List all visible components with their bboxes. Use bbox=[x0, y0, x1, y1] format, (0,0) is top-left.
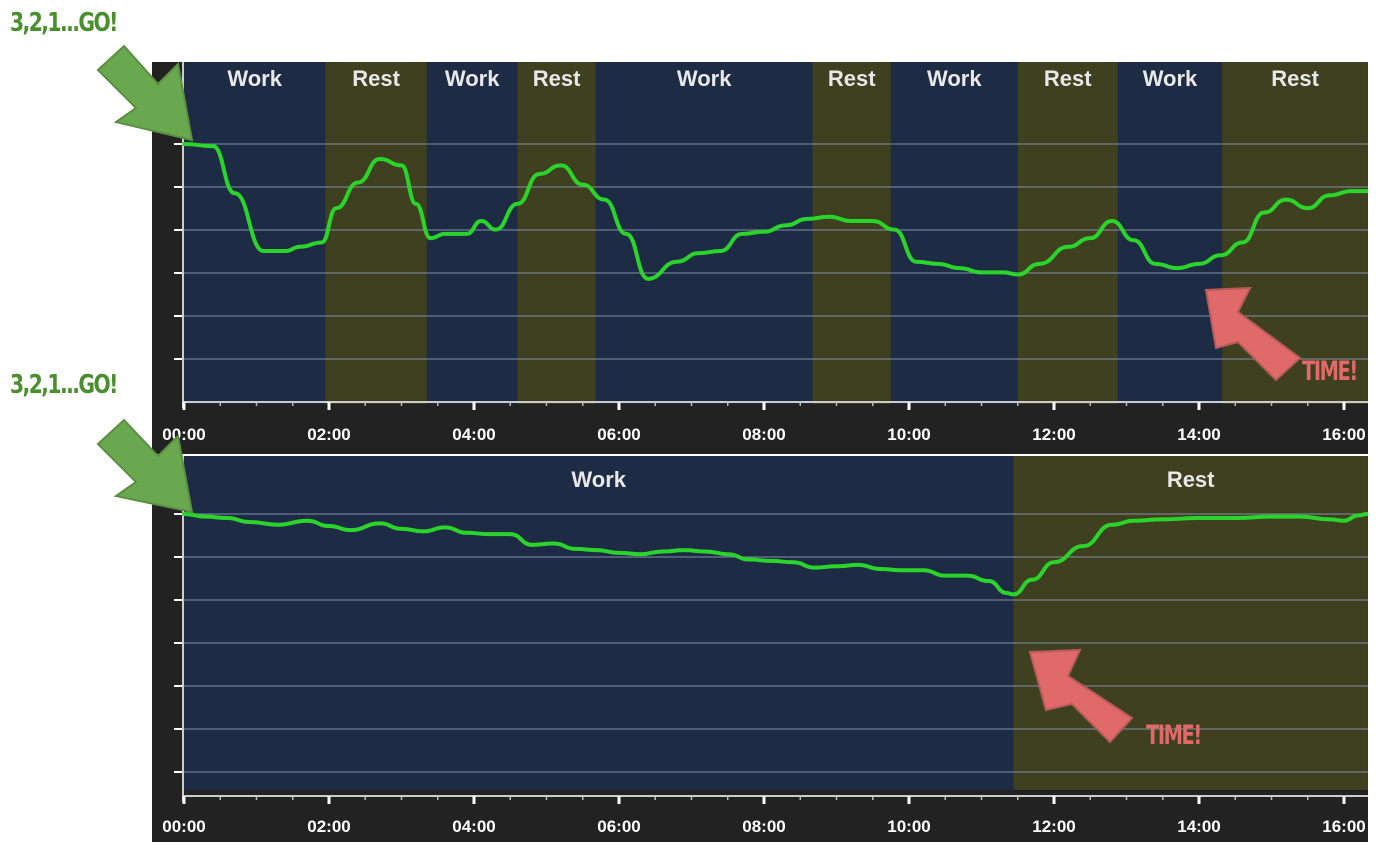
x-tick-label: 10:00 bbox=[887, 817, 930, 836]
segment-label: Work bbox=[227, 66, 282, 91]
heart-rate-line bbox=[182, 512, 1368, 597]
segment-label: Rest bbox=[828, 66, 876, 91]
x-tick-label: 14:00 bbox=[1177, 425, 1220, 444]
segment-label: Rest bbox=[1044, 66, 1092, 91]
x-tick-label: 14:00 bbox=[1177, 817, 1220, 836]
time-label-top: TIME! bbox=[1302, 356, 1358, 387]
segment-label: Rest bbox=[533, 66, 581, 91]
segment-band bbox=[184, 62, 326, 404]
x-tick-label: 04:00 bbox=[452, 425, 495, 444]
segment-band bbox=[184, 456, 1014, 790]
time-label-bottom: TIME! bbox=[1146, 720, 1202, 751]
segment-band bbox=[1017, 62, 1118, 404]
chart-top: Work Rest Work Rest Work Rest Work Rest Work Rest… bbox=[162, 62, 1368, 444]
go-label-bottom: 3,2,1...GO! bbox=[10, 370, 118, 400]
segment-label: Work bbox=[1143, 66, 1198, 91]
segment-label: Rest bbox=[1271, 66, 1319, 91]
segment-band bbox=[1117, 62, 1223, 404]
x-tick-label: 08:00 bbox=[742, 817, 785, 836]
x-tick-label: 16:00 bbox=[1322, 817, 1365, 836]
segment-label: Rest bbox=[1167, 467, 1215, 492]
go-label-top: 3,2,1...GO! bbox=[10, 8, 118, 38]
x-tick-label: 10:00 bbox=[887, 425, 930, 444]
chart-panel-top: Work Rest Work Rest Work Rest Work Rest Work Rest… bbox=[152, 62, 1368, 454]
x-tick-label: 02:00 bbox=[307, 425, 350, 444]
segment-band bbox=[1222, 62, 1368, 404]
chart-bottom: Work Rest 00:00 02:00 04:00 06:00 08:00 10:00 12… bbox=[162, 456, 1368, 836]
x-tick-label: 00:00 bbox=[162, 425, 205, 444]
heart-rate-line bbox=[182, 142, 1368, 281]
segment-band bbox=[325, 62, 427, 404]
segment-label: Work bbox=[571, 467, 626, 492]
segment-label: Work bbox=[677, 66, 732, 91]
x-tick-label: 12:00 bbox=[1032, 425, 1075, 444]
x-tick-label: 08:00 bbox=[742, 425, 785, 444]
chart-panel-bottom: Work Rest 00:00 02:00 04:00 06:00 08:00 10:00 12… bbox=[152, 456, 1368, 842]
segment-label: Work bbox=[927, 66, 982, 91]
x-tick-label: 12:00 bbox=[1032, 817, 1075, 836]
segment-band bbox=[890, 62, 1018, 404]
segment-label: Work bbox=[445, 66, 500, 91]
x-tick-label: 06:00 bbox=[597, 817, 640, 836]
x-tick-label: 06:00 bbox=[597, 425, 640, 444]
x-tick-label: 16:00 bbox=[1322, 425, 1365, 444]
segment-band bbox=[517, 62, 596, 404]
segment-band bbox=[595, 62, 813, 404]
x-tick-label: 04:00 bbox=[452, 817, 495, 836]
x-tick-label: 02:00 bbox=[307, 817, 350, 836]
segment-label: Rest bbox=[352, 66, 400, 91]
segment-band bbox=[812, 62, 891, 404]
x-tick-label: 00:00 bbox=[162, 817, 205, 836]
